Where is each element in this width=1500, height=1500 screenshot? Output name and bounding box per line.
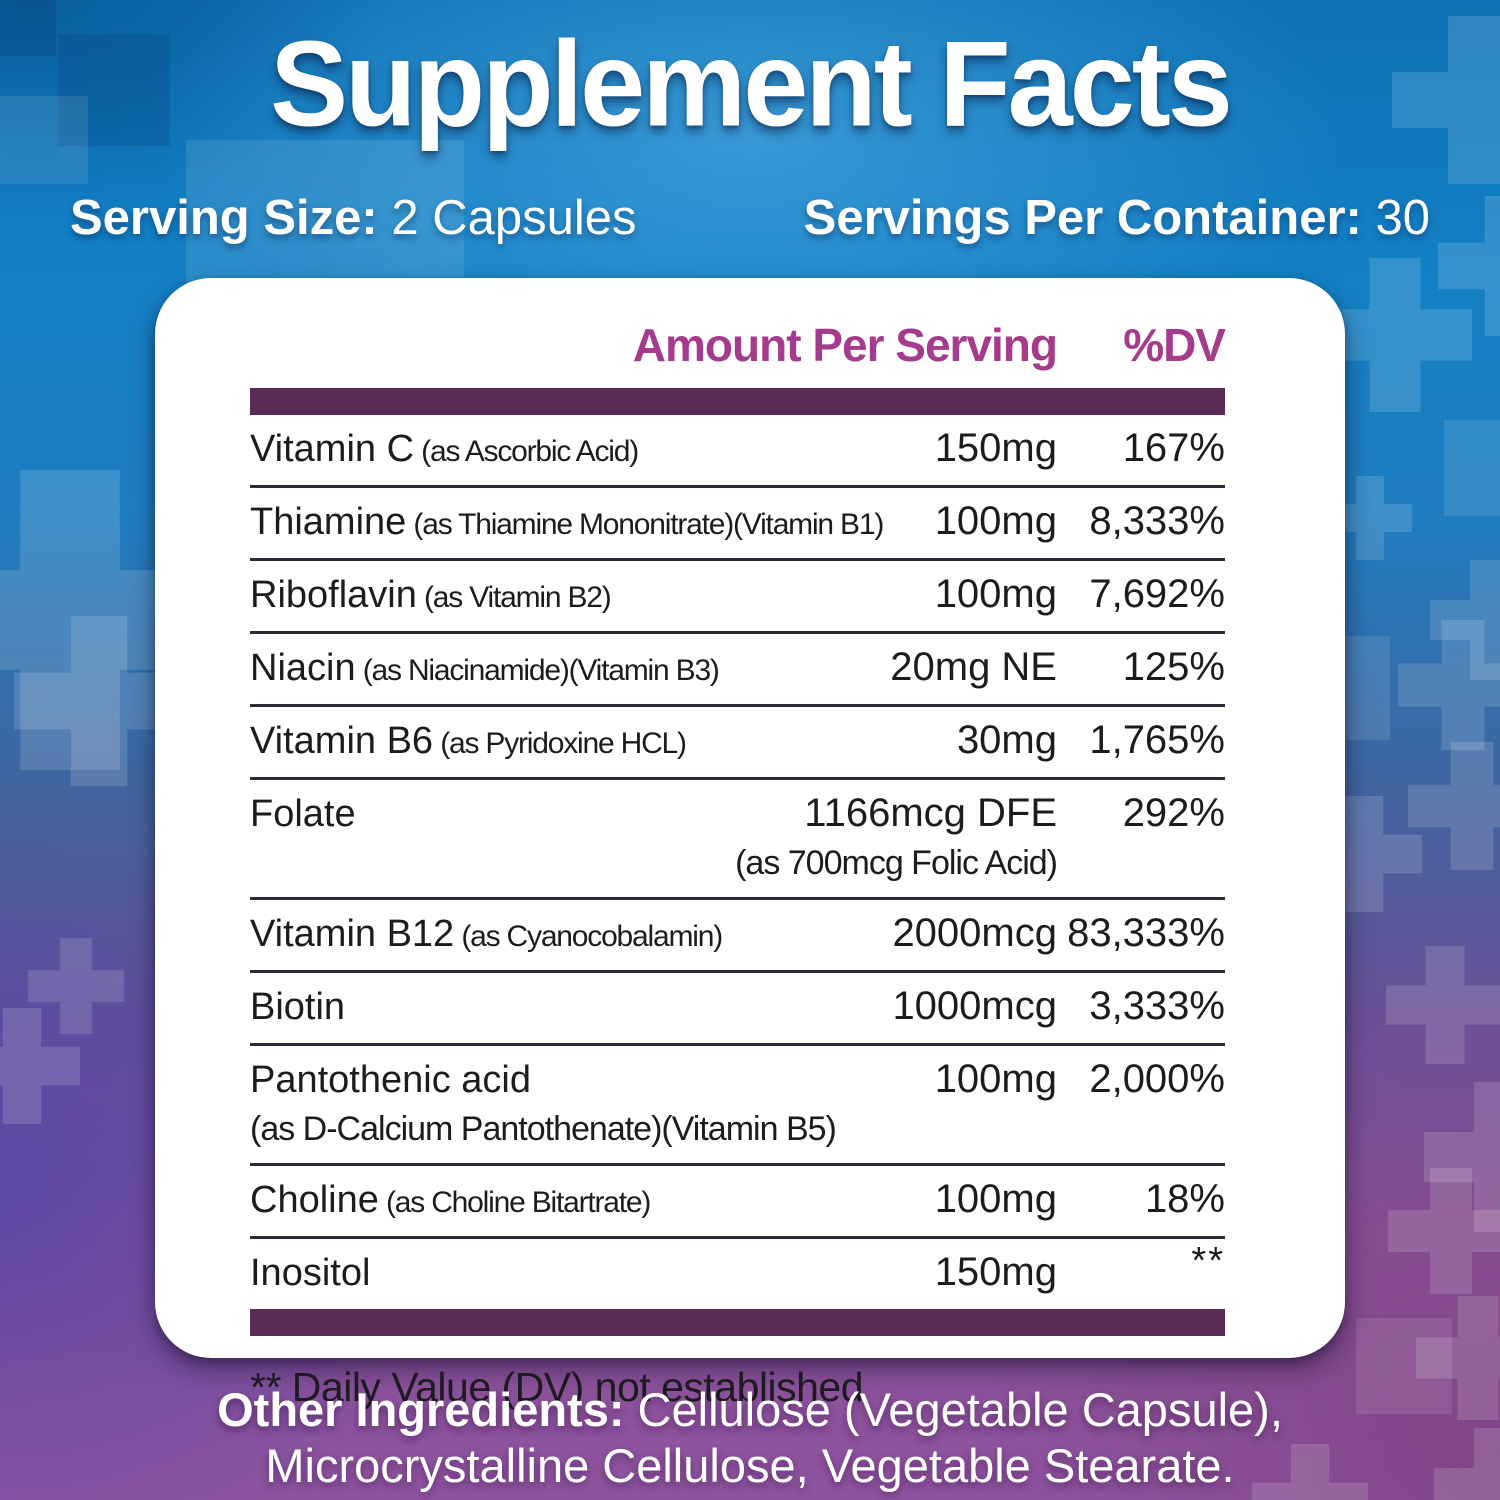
nutrient-amount: 150mg [934, 1250, 1057, 1294]
nutrient-name: Thiamine [250, 501, 407, 543]
plus-icon [1386, 946, 1500, 1064]
nutrient-dv: 167% [1122, 426, 1225, 470]
dv-not-established-asterisks: ** [1191, 1240, 1225, 1282]
nutrient-detail: (as Pyridoxine HCL) [433, 727, 687, 760]
nutrient-name: Folate [250, 793, 356, 835]
nutrient-name-cell: Inositol [250, 1252, 917, 1295]
nutrient-name-cell: Biotin [250, 986, 874, 1029]
nutrient-row: Niacin (as Niacinamide)(Vitamin B3) 20mg … [250, 634, 1225, 707]
nutrient-rows: Vitamin C (as Ascorbic Acid) 150mg 167% Thi… [250, 415, 1225, 1309]
nutrient-dv: 18% [1144, 1177, 1225, 1221]
nutrient-name: Inositol [250, 1252, 371, 1294]
nutrient-name-cell: Niacin (as Niacinamide)(Vitamin B3) [250, 647, 872, 690]
square-decoration [1356, 1318, 1452, 1414]
nutrient-name: Niacin [250, 647, 356, 689]
nutrient-row: Vitamin C (as Ascorbic Acid) 150mg 167% [250, 415, 1225, 488]
nutrient-detail: (as Vitamin B2) [416, 581, 612, 614]
page-title: Supplement Facts [270, 15, 1233, 152]
serving-size-value: 2 Capsules [391, 191, 637, 245]
nutrient-name-cell: Riboflavin (as Vitamin B2) [250, 574, 917, 617]
nutrient-dv: 2,000% [1089, 1057, 1225, 1101]
nutrient-dv: 7,692% [1089, 572, 1225, 616]
table-header-amount: Amount Per Serving [632, 319, 1058, 371]
separator-bar-bottom [250, 1309, 1225, 1336]
nutrient-dv: ** [1191, 1240, 1225, 1295]
serving-size-label: Serving Size: [70, 191, 378, 245]
nutrient-name: Vitamin C [250, 428, 415, 470]
nutrient-amount: 1166mcg DFE [804, 791, 1057, 835]
other-ingredients: Other Ingredients: Cellulose (Vegetable … [90, 1382, 1410, 1495]
table-header: Amount Per Serving %DV [250, 314, 1226, 388]
nutrient-amount: 100mg [934, 499, 1057, 543]
other-ingredients-label: Other Ingredients: [217, 1383, 625, 1436]
facts-panel: Amount Per Serving %DV Vitamin C (as Asc… [155, 278, 1345, 1410]
dv-footnote: ** Daily Value (DV) not established [250, 1364, 864, 1410]
nutrient-dv: 1,765% [1089, 718, 1225, 762]
nutrient-name-cell: Vitamin B12 (as Cyanocobalamin) [250, 913, 874, 956]
nutrient-dv: 3,333% [1089, 984, 1225, 1028]
nutrient-name-cell: Pantothenic acid [250, 1059, 917, 1102]
nutrient-amount: 30mg [956, 718, 1057, 762]
nutrient-name-cell: Folate [250, 793, 786, 836]
nutrient-detail: (as Choline Bitartrate) [378, 1186, 651, 1219]
nutrient-amount: 2000mcg [892, 911, 1057, 955]
servings-per-container-label: Servings Per Container: [803, 191, 1362, 245]
nutrient-amount: 20mg NE [890, 645, 1057, 689]
nutrient-row: Vitamin B6 (as Pyridoxine HCL) 30mg 1,765% [250, 707, 1225, 780]
other-ingredients-text: Cellulose (Vegetable Capsule), Microcrys… [265, 1383, 1283, 1493]
square-decoration [1444, 420, 1500, 516]
nutrient-name-cell: Vitamin B6 (as Pyridoxine HCL) [250, 720, 939, 763]
nutrient-row: Vitamin B12 (as Cyanocobalamin) 2000mcg 83… [250, 900, 1225, 973]
nutrient-dv: 292% [1122, 791, 1225, 835]
separator-bar-top [250, 388, 1225, 415]
nutrient-row: Folate 1166mcg DFE 292% (as 700mcg Folic Ac… [250, 780, 1225, 900]
square-decoration [58, 34, 170, 146]
nutrient-amount-note: (as 700mcg Folic Acid) [735, 844, 1058, 882]
nutrient-row: Thiamine (as Thiamine Mononitrate)(Vitam… [250, 488, 1225, 561]
nutrient-amount: 150mg [934, 426, 1057, 470]
plus-icon [1434, 1428, 1500, 1500]
nutrient-row: Biotin 1000mcg 3,333% [250, 973, 1225, 1046]
nutrient-name: Choline [250, 1179, 379, 1221]
nutrient-name-note: (as D-Calcium Pantothenate)(Vitamin B5) [250, 1110, 837, 1148]
nutrient-name: Biotin [250, 986, 346, 1028]
serving-info: Serving Size: 2 Capsules Servings Per Co… [0, 190, 1500, 246]
table-header-dv: %DV [1123, 319, 1226, 371]
nutrient-name-cell: Choline (as Choline Bitartrate) [250, 1179, 917, 1222]
nutrient-name: Vitamin B12 [250, 913, 455, 955]
servings-per-container: Servings Per Container: 30 [804, 190, 1430, 246]
nutrient-detail: (as Cyanocobalamin) [454, 920, 723, 953]
nutrient-detail: (as Niacinamide)(Vitamin B3) [355, 654, 720, 687]
nutrient-amount: 100mg [934, 1057, 1057, 1101]
square-decoration [0, 0, 56, 56]
nutrient-dv: 125% [1122, 645, 1225, 689]
nutrient-dv: 8,333% [1089, 499, 1225, 543]
nutrient-row: Inositol 150mg ** [250, 1239, 1225, 1309]
square-decoration [0, 96, 88, 184]
servings-per-container-value: 30 [1375, 191, 1430, 245]
nutrient-name-cell: Vitamin C (as Ascorbic Acid) [250, 428, 917, 471]
nutrient-name: Pantothenic acid [250, 1059, 531, 1101]
nutrient-row: Riboflavin (as Vitamin B2) 100mg 7,692% [250, 561, 1225, 634]
serving-size: Serving Size: 2 Capsules [70, 190, 637, 246]
nutrient-dv: 83,333% [1067, 911, 1225, 955]
nutrient-name-cell: Thiamine (as Thiamine Mononitrate)(Vitam… [250, 501, 917, 544]
plus-icon [28, 938, 124, 1034]
nutrient-name: Riboflavin [250, 574, 417, 616]
nutrient-detail: (as Ascorbic Acid) [414, 435, 639, 468]
nutrient-amount: 100mg [934, 1177, 1057, 1221]
nutrient-detail: (as Thiamine Mononitrate)(Vitamin B1) [406, 508, 884, 541]
nutrient-row: Choline (as Choline Bitartrate) 100mg 18% [250, 1166, 1225, 1239]
nutrient-name: Vitamin B6 [250, 720, 434, 762]
nutrient-amount: 100mg [934, 572, 1057, 616]
nutrient-amount: 1000mcg [892, 984, 1057, 1028]
nutrient-row: Pantothenic acid 100mg 2,000% (as D-Calcium… [250, 1046, 1225, 1166]
